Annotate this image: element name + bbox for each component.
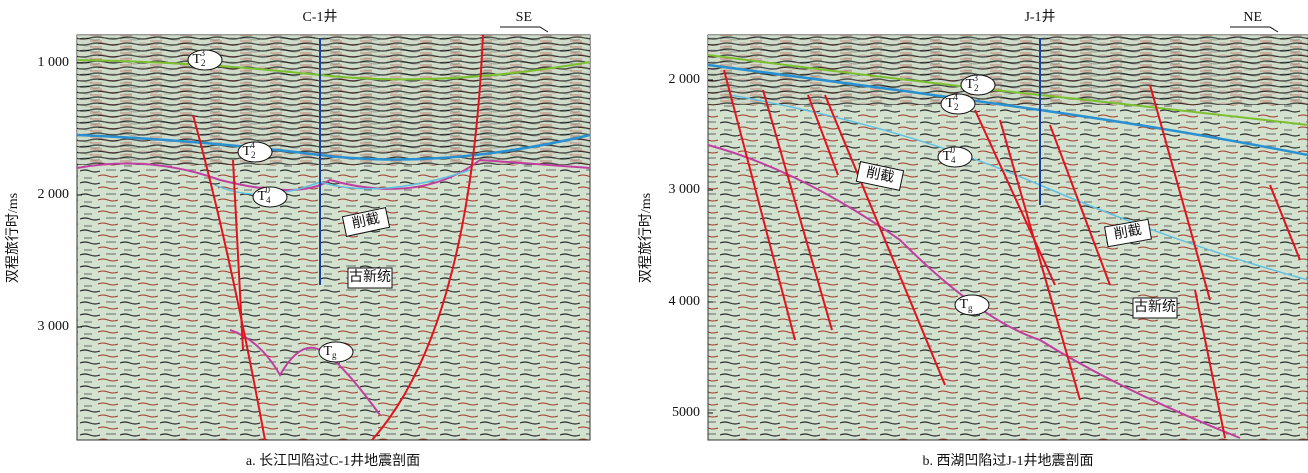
caption: b. 西湖凹陷过J-1井地震剖面 — [922, 453, 1093, 469]
horizon-label: T24 — [945, 92, 958, 112]
fault-set — [723, 69, 1301, 439]
horizon-label: Tg — [959, 297, 973, 313]
y-tick-label: 3 000 — [38, 319, 70, 334]
y-tick-label: 4 000 — [669, 294, 701, 309]
horizon-label-sub: 2 — [954, 102, 959, 112]
horizon-label-bubble — [960, 74, 996, 96]
horizon-label-bubble — [954, 294, 990, 316]
well-label: J-1井 — [1024, 9, 1055, 25]
y-tick-label: 2 000 — [669, 72, 701, 87]
well-label: C-1井 — [303, 9, 338, 25]
reflection-band — [708, 35, 1308, 105]
horizon-label: T40 — [257, 185, 271, 205]
annotation-box — [347, 267, 393, 289]
horizon-label-sub: 2 — [251, 150, 256, 160]
horizon-label-base: T — [959, 297, 968, 312]
horizon-label-sup: 0 — [951, 145, 956, 155]
horizon-label-bubble — [187, 49, 223, 71]
annotation-text: 削截 — [1113, 222, 1143, 243]
horizon-label: T40 — [942, 145, 956, 165]
horizon-label: Tg — [323, 344, 337, 360]
annotation: 削截 — [855, 161, 905, 191]
direction-label: NE — [1243, 10, 1262, 25]
horizon-label-sub: g — [968, 303, 973, 313]
horizon-label-base: T — [965, 77, 974, 92]
horizon-label-base: T — [257, 189, 266, 204]
axis-label: 双程旅行时/ms — [638, 193, 654, 283]
y-tick-label: 5000 — [672, 405, 700, 420]
horizon-label-sub: 4 — [266, 195, 271, 205]
horizon-label: T23 — [192, 48, 205, 68]
annotation: 削截 — [341, 207, 391, 237]
annotation: 古新统 — [347, 267, 393, 289]
horizon-label-bubble — [937, 146, 973, 168]
direction-label: SE — [516, 10, 532, 25]
horizon-label-base: T — [323, 344, 332, 359]
caption: a. 长江凹陷过C-1井地震剖面 — [246, 453, 420, 469]
horizon-label-sub: 2 — [201, 58, 206, 68]
annotation-box — [1104, 218, 1152, 248]
horizon-label-bubble — [252, 186, 288, 208]
y-tick-label: 1 000 — [38, 55, 70, 70]
horizon-label-base: T — [242, 144, 251, 159]
fault — [232, 159, 244, 351]
direction-arrow — [1230, 26, 1279, 33]
annotation-box — [341, 207, 391, 237]
horizon-label-bubble — [940, 93, 976, 115]
horizon-label-sup: 4 — [251, 140, 256, 150]
annotation-text: 古新统 — [349, 269, 391, 285]
horizon-label-bubble — [318, 341, 354, 363]
axis-label: 双程旅行时/ms — [5, 193, 21, 283]
horizon — [229, 329, 381, 416]
horizon-label-bubble — [237, 141, 273, 163]
horizon-label-base: T — [192, 52, 201, 67]
reflection-band — [77, 35, 590, 165]
annotation-text: 削截 — [350, 210, 381, 231]
horizon-label-sub: 4 — [951, 155, 956, 165]
horizon-label-sub: 2 — [974, 83, 979, 93]
horizon-label: T23 — [965, 73, 978, 93]
annotation: 古新统 — [1132, 297, 1178, 319]
annotation-box — [855, 161, 905, 191]
annotation-box — [1132, 297, 1178, 319]
horizon-label-sup: 4 — [954, 92, 959, 102]
y-tick-label: 2 000 — [38, 187, 70, 202]
annotation-text: 古新统 — [1134, 299, 1176, 315]
fault — [371, 34, 484, 441]
horizon-label: T24 — [242, 140, 255, 160]
horizon-label-sup: 0 — [266, 185, 271, 195]
horizon-label-sub: g — [332, 350, 337, 360]
direction-arrow — [500, 26, 549, 33]
fault — [192, 114, 266, 441]
annotation: 削截 — [1104, 218, 1152, 248]
annotation-text: 削截 — [865, 164, 896, 185]
horizon-label-sup: 3 — [201, 48, 206, 58]
horizon-label-base: T — [942, 149, 951, 164]
y-tick-label: 3 000 — [669, 182, 701, 197]
horizon-label-sup: 3 — [974, 73, 979, 83]
horizon-label-base: T — [945, 96, 954, 111]
